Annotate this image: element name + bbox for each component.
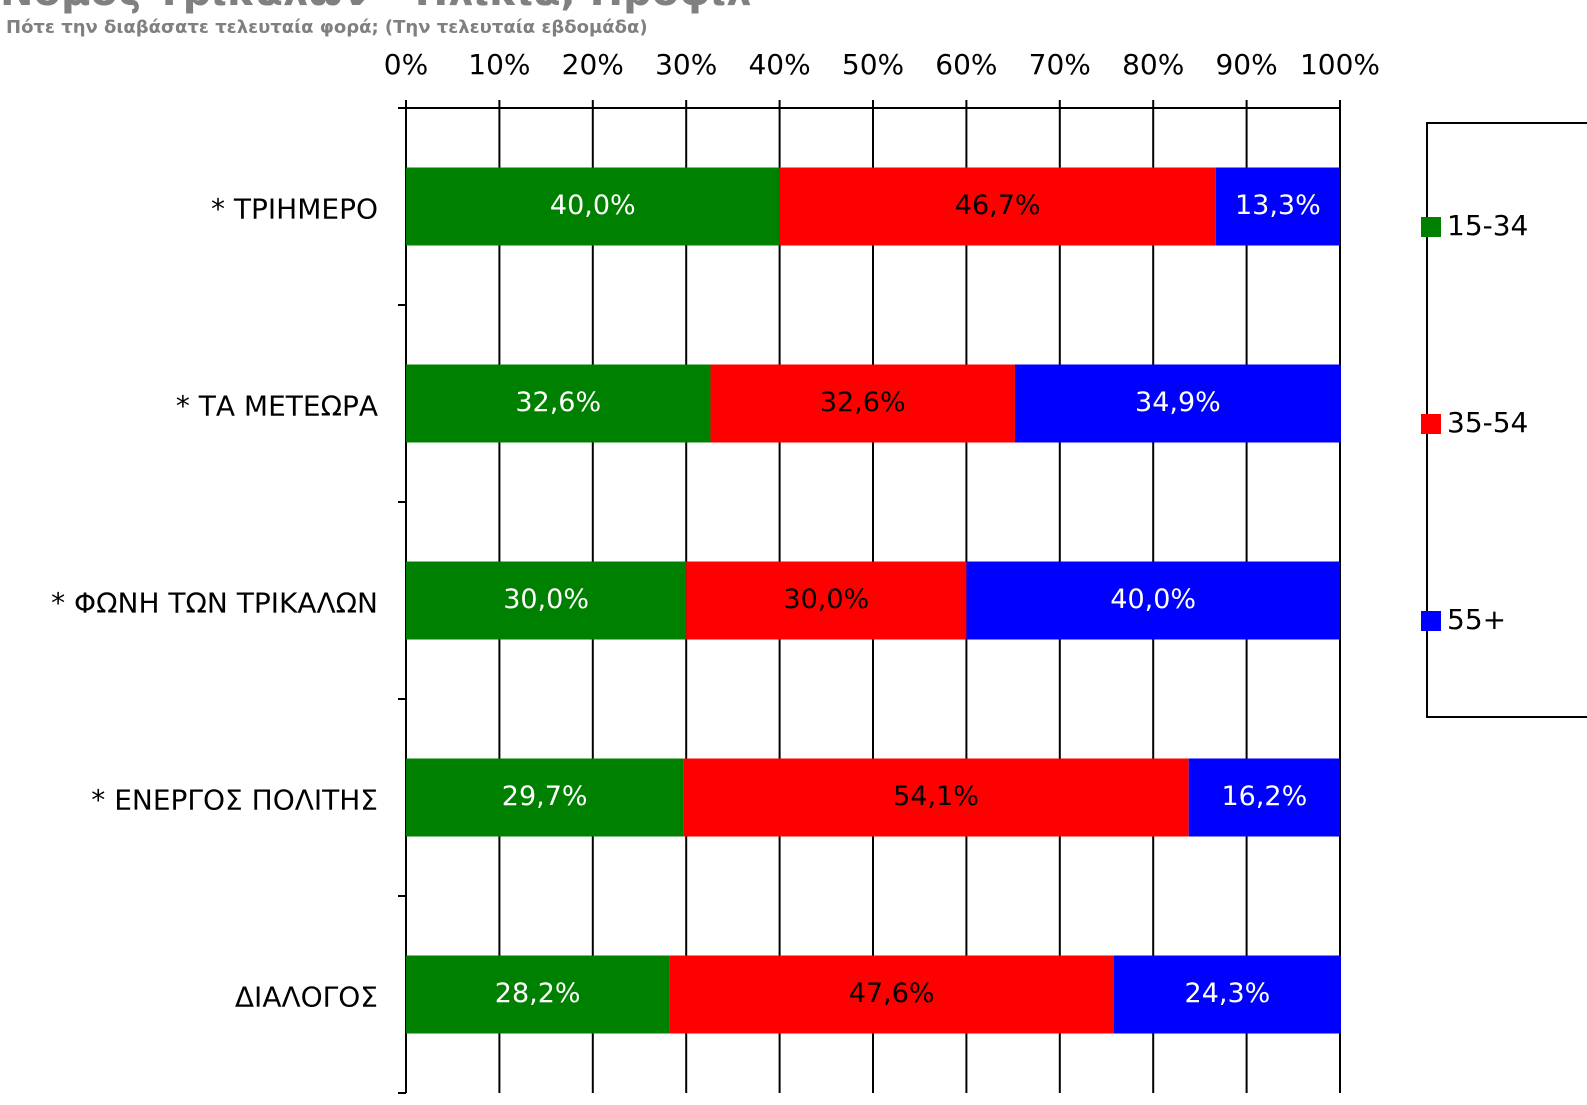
data-label: 54,1%: [893, 781, 979, 812]
bar-segment: [406, 167, 780, 246]
x-tick-label: 100%: [1300, 48, 1380, 81]
x-tick-label: 0%: [384, 48, 428, 81]
y-tick-label: * ΦΩΝΗ ΤΩΝ ΤΡΙΚΑΛΩΝ: [51, 587, 378, 620]
x-tick-label: 50%: [842, 48, 904, 81]
data-label: 34,9%: [1135, 387, 1221, 418]
bar-segment: [1215, 167, 1340, 246]
legend-swatch: [1421, 611, 1441, 631]
data-label: 32,6%: [820, 387, 906, 418]
legend-label: 35-54: [1447, 406, 1528, 439]
bar-segment: [406, 364, 711, 443]
legend-swatch: [1421, 414, 1441, 434]
data-label: 46,7%: [955, 190, 1041, 221]
bar-segment: [1014, 364, 1341, 443]
bar-segment: [1113, 955, 1341, 1034]
y-tick-label: * ΤΑ ΜΕΤΕΩΡΑ: [176, 390, 378, 423]
y-tick-label: ΔΙΑΛΟΓΟΣ: [235, 981, 378, 1014]
bar-segment: [1188, 758, 1340, 837]
x-tick-label: 10%: [468, 48, 530, 81]
bar-segment: [779, 167, 1216, 246]
legend-swatch: [1421, 217, 1441, 237]
data-label: 16,2%: [1221, 781, 1307, 812]
bar-segment: [966, 561, 1340, 640]
y-tick-label: * ΕΝΕΡΓΟΣ ΠΟΛΙΤΗΣ: [91, 784, 378, 817]
bar-segment: [686, 561, 967, 640]
data-label: 32,6%: [515, 387, 601, 418]
legend-box: [1426, 122, 1587, 718]
data-label: 29,7%: [502, 781, 588, 812]
bar-segment: [683, 758, 1189, 837]
x-tick-label: 20%: [562, 48, 624, 81]
bar-segment: [669, 955, 1114, 1034]
y-tick-label: * ΤΡΙΗΜΕΡΟ: [211, 193, 378, 226]
data-label: 47,6%: [849, 978, 935, 1009]
x-tick-label: 30%: [655, 48, 717, 81]
x-tick-label: 40%: [748, 48, 810, 81]
data-label: 13,3%: [1235, 190, 1321, 221]
data-label: 40,0%: [1110, 584, 1196, 615]
legend-label: 15-34: [1447, 209, 1528, 242]
data-label: 30,0%: [503, 584, 589, 615]
data-label: 28,2%: [495, 978, 581, 1009]
bar-segment: [406, 758, 684, 837]
data-label: 40,0%: [550, 190, 636, 221]
x-tick-label: 80%: [1122, 48, 1184, 81]
bar-segment: [406, 561, 687, 640]
bar-segment: [406, 955, 670, 1034]
data-label: 24,3%: [1185, 978, 1271, 1009]
x-tick-label: 70%: [1029, 48, 1091, 81]
chart-title: Νομός Τρικάλων - Ηλικία, Προφίλ: [0, 0, 751, 15]
legend-label: 55+: [1447, 603, 1506, 636]
x-tick-label: 90%: [1215, 48, 1277, 81]
bar-segment: [710, 364, 1015, 443]
x-tick-label: 60%: [935, 48, 997, 81]
data-label: 30,0%: [783, 584, 869, 615]
chart-subtitle: Πότε την διαβάσατε τελευταία φορά; (Την …: [6, 17, 648, 38]
